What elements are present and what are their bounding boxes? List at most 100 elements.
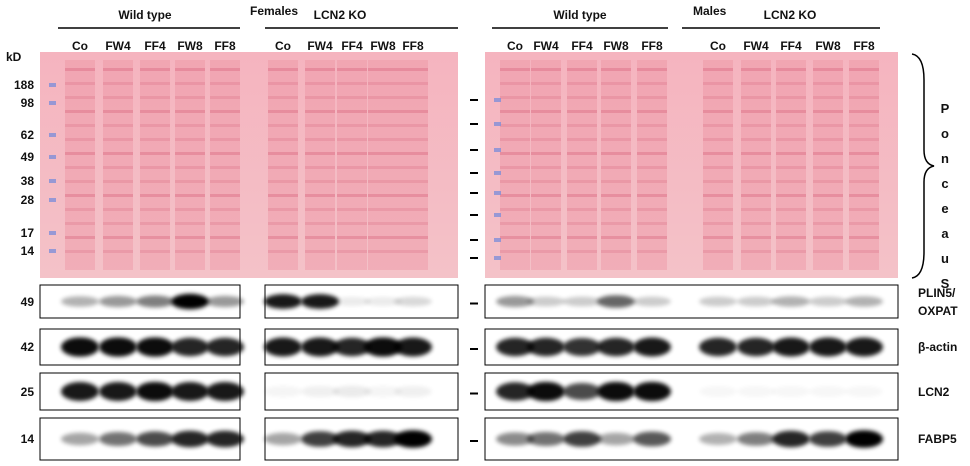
- blot-band: [206, 382, 244, 401]
- ponceau-band: [849, 236, 879, 239]
- ponceau-band: [103, 124, 133, 127]
- ponceau-band: [703, 222, 733, 225]
- ponceau-band: [305, 208, 335, 211]
- lane-label: FF4: [571, 39, 593, 53]
- ponceau-band: [140, 96, 170, 99]
- lane-label: FF8: [853, 39, 875, 53]
- ponceau-band: [601, 138, 631, 141]
- blot-band: [527, 337, 565, 357]
- blot-band: [737, 386, 775, 397]
- ponceau-band: [140, 222, 170, 225]
- ponceau-band: [268, 96, 298, 99]
- ponceau-band: [849, 96, 879, 99]
- ponceau-band: [103, 166, 133, 169]
- ponceau-band: [268, 250, 298, 253]
- ponceau-band: [531, 208, 561, 211]
- ponceau-band: [103, 96, 133, 99]
- ponceau-band: [210, 110, 240, 113]
- blot-band: [136, 431, 174, 447]
- ponceau-band: [500, 96, 530, 99]
- ponceau-band: [531, 250, 561, 253]
- ponceau-band: [305, 96, 335, 99]
- blot-band: [333, 385, 371, 398]
- ponceau-band: [601, 236, 631, 239]
- ponceau-band: [601, 208, 631, 211]
- blot-band: [171, 430, 209, 448]
- ponceau-band: [103, 250, 133, 253]
- ponceau-lane: [305, 60, 335, 270]
- blot-band: [772, 430, 810, 448]
- ponceau-band: [268, 166, 298, 169]
- ponceau-band: [268, 68, 298, 71]
- ponceau-lane: [741, 60, 771, 270]
- ponceau-band: [813, 166, 843, 169]
- ponceau-band: [210, 96, 240, 99]
- marker-label: 49: [20, 150, 34, 164]
- blot-kd: 49: [20, 294, 34, 309]
- marker-label: 38: [20, 174, 34, 188]
- blot-band: [845, 386, 883, 397]
- ponceau-band: [741, 180, 771, 183]
- ponceau-band: [567, 82, 597, 85]
- ponceau-band: [531, 68, 561, 71]
- ponceau-band: [567, 138, 597, 141]
- blot-band: [699, 337, 737, 357]
- ponceau-band: [703, 194, 733, 197]
- ponceau-band: [776, 82, 806, 85]
- ponceau-band: [813, 82, 843, 85]
- ponceau-band: [65, 222, 95, 225]
- ponceau-band: [337, 236, 367, 239]
- ponceau-band: [305, 152, 335, 155]
- ponceau-band: [703, 110, 733, 113]
- ponceau-band: [368, 166, 398, 169]
- ponceau-band: [813, 138, 843, 141]
- ponceau-band: [305, 250, 335, 253]
- ponceau-band: [500, 152, 530, 155]
- ponceau-band: [398, 194, 428, 197]
- ponceau-band: [637, 194, 667, 197]
- blot-label: β-actin: [918, 340, 958, 354]
- ponceau-band: [210, 208, 240, 211]
- ladder-band: [494, 148, 501, 152]
- ladder-band: [494, 122, 501, 126]
- ponceau-band: [175, 208, 205, 211]
- lane-label: FW8: [370, 39, 396, 53]
- blot-band: [364, 297, 402, 306]
- ponceau-lane: [268, 60, 298, 270]
- ponceau-band: [567, 208, 597, 211]
- ponceau-band: [500, 236, 530, 239]
- ponceau-band: [776, 222, 806, 225]
- ponceau-band: [601, 96, 631, 99]
- ponceau-band: [65, 250, 95, 253]
- ponceau-band: [368, 82, 398, 85]
- ponceau-band: [849, 68, 879, 71]
- marker-label: 17: [20, 226, 34, 240]
- ponceau-band: [500, 208, 530, 211]
- ponceau-band: [500, 194, 530, 197]
- lane-label: Co: [72, 39, 88, 53]
- ponceau-band: [500, 68, 530, 71]
- blot-band: [527, 296, 565, 307]
- ponceau-band: [601, 166, 631, 169]
- ponceau-band: [210, 236, 240, 239]
- ponceau-band: [65, 194, 95, 197]
- blot-kd: 25: [20, 384, 34, 399]
- ladder-band: [49, 179, 56, 183]
- ponceau-band: [175, 166, 205, 169]
- blot-band: [364, 337, 402, 357]
- ponceau-band: [398, 138, 428, 141]
- ponceau-band: [140, 180, 170, 183]
- ponceau-band: [637, 110, 667, 113]
- ponceau-band: [601, 194, 631, 197]
- blot-band: [699, 386, 737, 397]
- blot-band: [171, 293, 209, 310]
- ponceau-band: [813, 124, 843, 127]
- blot-band: [597, 432, 635, 446]
- blot-band: [301, 337, 339, 357]
- ponceau-band: [337, 96, 367, 99]
- ponceau-band: [398, 236, 428, 239]
- blot-band: [527, 381, 565, 402]
- ponceau-band: [776, 152, 806, 155]
- blot-band: [61, 382, 99, 401]
- ponceau-lane: [567, 60, 597, 270]
